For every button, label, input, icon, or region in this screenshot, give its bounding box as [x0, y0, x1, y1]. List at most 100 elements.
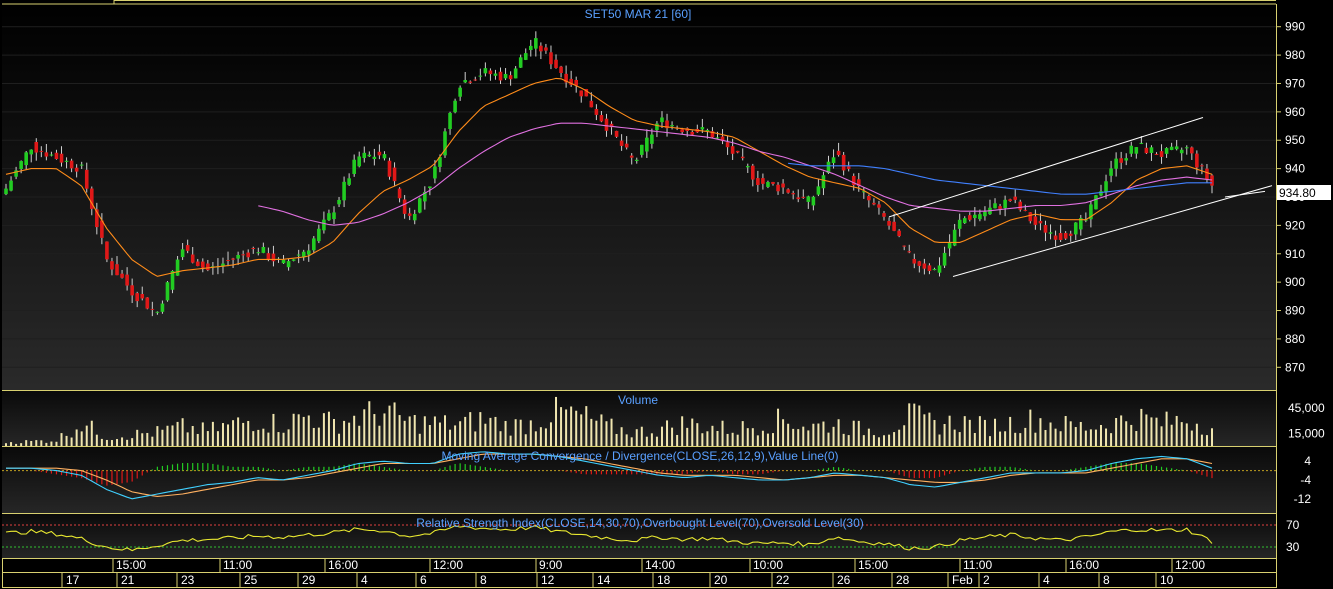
candle-body	[170, 270, 175, 290]
candle-body	[544, 47, 548, 51]
volume-bar	[131, 438, 134, 446]
candle-body	[246, 252, 251, 258]
candle-body	[1154, 153, 1159, 155]
candle-body	[428, 186, 432, 189]
volume-bar	[913, 403, 916, 446]
volume-bar	[1190, 430, 1193, 446]
volume-bar	[1105, 428, 1108, 446]
volume-bar	[105, 439, 108, 446]
macd-line	[6, 451, 1213, 500]
candle-body	[180, 249, 185, 258]
time-label: 9:00	[539, 558, 563, 572]
volume-bar	[630, 437, 633, 446]
candle-body	[1164, 148, 1169, 154]
candle-body	[59, 153, 64, 163]
candle-body	[105, 241, 109, 260]
volume-bar	[792, 428, 795, 446]
candle-body	[407, 213, 412, 216]
volume-tick-label: 15,000	[1288, 426, 1325, 440]
volume-bar	[1185, 423, 1188, 446]
candle-body	[1038, 220, 1043, 224]
price-tick-label: 900	[1285, 275, 1305, 289]
candle-body	[1053, 235, 1058, 240]
volume-bar	[938, 434, 941, 446]
volume-bar	[211, 421, 214, 446]
candle-body	[438, 157, 442, 167]
time-label: 12:00	[1175, 558, 1205, 572]
volume-bar	[782, 419, 785, 446]
volume-bar	[1205, 435, 1208, 446]
volume-panel[interactable]	[2, 391, 1276, 446]
volume-bar	[1024, 427, 1027, 446]
volume-bar	[620, 427, 623, 446]
volume-bar	[95, 434, 98, 446]
candle-body	[856, 179, 861, 186]
rsi-panel[interactable]	[2, 514, 1276, 558]
candle-body	[564, 73, 568, 83]
time-label: 16:00	[328, 558, 358, 572]
trendline-lower	[952, 185, 1273, 277]
volume-bar	[812, 423, 815, 446]
candle-body	[433, 166, 437, 179]
volume-bar	[353, 415, 356, 446]
volume-bar	[560, 407, 563, 446]
candle-body	[806, 196, 811, 202]
volume-bar	[237, 417, 240, 446]
volume-bar	[696, 423, 699, 446]
volume-bar	[580, 414, 583, 446]
candle-body	[34, 141, 39, 153]
candle-body	[589, 100, 594, 108]
volume-bar	[393, 402, 396, 446]
candle-body	[680, 129, 684, 133]
volume-bar	[565, 409, 568, 446]
volume-bar	[232, 420, 235, 446]
volume-bar	[317, 427, 320, 446]
volume-bar	[5, 443, 7, 446]
date-label: 14	[597, 573, 611, 587]
volume-bar	[1099, 424, 1102, 446]
volume-bar	[459, 421, 462, 446]
volume-bar	[201, 422, 204, 446]
volume-bar	[196, 433, 199, 446]
volume-bar	[141, 433, 144, 446]
volume-bar	[736, 434, 739, 446]
volume-bar	[227, 424, 230, 446]
volume-bar	[216, 431, 219, 446]
volume-bar	[686, 427, 689, 446]
volume-bar	[908, 403, 911, 446]
price-tick-label: 940	[1285, 162, 1305, 176]
volume-bar	[221, 423, 224, 446]
candle-body	[271, 253, 276, 262]
volume-bar	[30, 440, 33, 446]
candle-body	[715, 137, 720, 139]
candle-body	[609, 123, 614, 128]
candle-body	[256, 252, 261, 254]
volume-bar	[1200, 434, 1203, 446]
volume-bar	[1069, 421, 1072, 446]
candle-body	[559, 66, 563, 73]
volume-bar	[1155, 417, 1158, 446]
volume-bar	[1115, 418, 1118, 446]
volume-bar	[378, 425, 381, 446]
volume-bar	[968, 419, 971, 446]
candle-body	[155, 311, 160, 313]
volume-bar	[257, 429, 260, 446]
candle-body	[84, 169, 89, 189]
candle-body	[745, 166, 750, 168]
volume-bar	[842, 433, 845, 446]
candle-body	[1119, 158, 1123, 163]
volume-bar	[267, 432, 270, 446]
candle-body	[579, 90, 584, 97]
candle-body	[1104, 181, 1108, 193]
volume-bar	[539, 427, 542, 446]
volume-bar	[499, 431, 502, 446]
macd-panel[interactable]	[2, 447, 1276, 513]
date-label: 8	[480, 573, 487, 587]
volume-bar	[787, 423, 790, 446]
volume-tick-label: 45,000	[1288, 401, 1325, 415]
volume-bar	[600, 414, 603, 446]
volume-bar	[640, 426, 643, 446]
candle-body	[120, 273, 124, 278]
rsi-layer	[2, 524, 1276, 552]
candle-body	[402, 199, 407, 214]
